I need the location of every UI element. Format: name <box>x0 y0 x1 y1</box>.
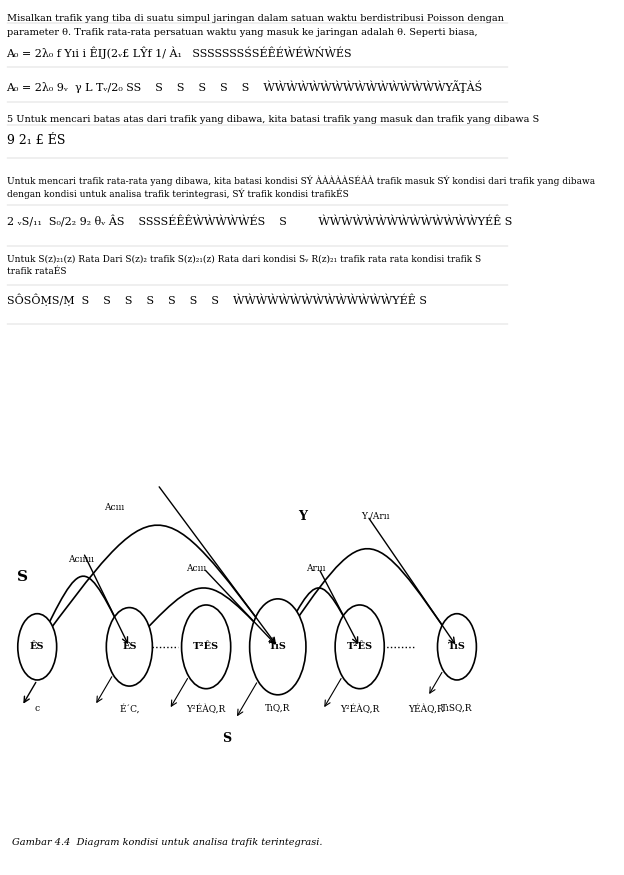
Text: Misalkan trafik yang tiba di suatu simpul jaringan dalam satuan waktu berdistrib: Misalkan trafik yang tiba di suatu simpu… <box>6 15 504 24</box>
Circle shape <box>182 605 231 689</box>
Text: S: S <box>222 732 231 745</box>
Text: parameter θ. Trafik rata-rata persatuan waktu yang masuk ke jaringan adalah θ. S: parameter θ. Trafik rata-rata persatuan … <box>6 27 477 37</box>
Circle shape <box>17 613 57 680</box>
Text: Gambar 4.4  Diagram kondisi untuk analisa trafik terintegrasi.: Gambar 4.4 Diagram kondisi untuk analisa… <box>12 838 322 848</box>
Text: 9 2₁ £ ÉS: 9 2₁ £ ÉS <box>6 134 65 147</box>
Text: T²ÊS: T²ÊS <box>346 642 373 651</box>
Text: YÉÀQ,R: YÉÀQ,R <box>409 704 444 713</box>
Text: SÔSÔṂS/Ṃ  S    S    S    S    S    S    S    ẀẀẀẀẀẀẀẀẀẀẀẀẀẀYÉÊ S: SÔSÔṂS/Ṃ S S S S S S S ẀẀẀẀẀẀẀẀẀẀẀẀẀẀYÉÊ… <box>6 294 427 306</box>
Text: Acııı: Acııı <box>104 502 124 512</box>
Text: TıQ,R: TıQ,R <box>265 704 291 712</box>
Text: T²ÊS: T²ÊS <box>193 642 219 651</box>
Text: 2 ᵥS/₁₁  S₀/2₂ 9₂ θᵥ ÂS    SSSSÉÊÊẀẀẀẀẀÉS    S         ẀẀẀẀẀẀẀẀẀẀẀẀẀẀYÉÊ S: 2 ᵥS/₁₁ S₀/2₂ 9₂ θᵥ ÂS SSSSÉÊÊẀẀẀẀẀÉS S … <box>6 215 512 228</box>
Text: TıS: TıS <box>269 642 287 651</box>
Text: A₀ = 2λ₀ 9ᵥ  γ L Tᵥ/2₀ SS    S    S    S    S    S    ẀẀẀẀẀẀẀẀẀẀẀẀẀẀẀẀYÃŢÀŚ: A₀ = 2λ₀ 9ᵥ γ L Tᵥ/2₀ SS S S S S S ẀẀẀẀẀ… <box>6 80 483 93</box>
Text: dengan kondisi untuk analisa trafik terintegrasi, SÝ trafik kondisi trafikÉS: dengan kondisi untuk analisa trafik teri… <box>6 189 348 200</box>
Text: S: S <box>17 570 27 584</box>
Circle shape <box>437 613 476 680</box>
Text: trafik rataÉS: trafik rataÉS <box>6 268 66 276</box>
Text: Untuk mencari trafik rata-rata yang dibawa, kita batasi kondisi SÝ ÀÀÀÀÀSÉÀÀ tra: Untuk mencari trafik rata-rata yang diba… <box>6 176 595 186</box>
Text: Acııı: Acııı <box>186 564 206 573</box>
Text: Arııı: Arııı <box>306 564 326 573</box>
Text: TıS: TıS <box>448 642 466 651</box>
Circle shape <box>106 607 152 686</box>
Text: ÊS: ÊS <box>30 642 44 651</box>
Text: Y²ÉÀQ,R: Y²ÉÀQ,R <box>187 704 226 713</box>
Text: 5 Untuk mencari batas atas dari trafik yang dibawa, kita batasi trafik yang masu: 5 Untuk mencari batas atas dari trafik y… <box>6 115 539 123</box>
Text: Untuk S(z)₂₁(z) Rata Dari S(z)₂ trafik S(z)₂₁(z) Rata dari kondisi Sᵥ R(z)₂₁ tra: Untuk S(z)₂₁(z) Rata Dari S(z)₂ trafik S… <box>6 255 480 263</box>
Text: Y /Arıı: Y /Arıı <box>361 511 389 521</box>
Text: É´C,: É´C, <box>119 704 140 713</box>
Text: TıSQ,R: TıSQ,R <box>441 704 473 712</box>
Text: ÊS: ÊS <box>122 642 137 651</box>
Text: A₀ = 2λ₀ f Yıi i ÊĲ(2ᵥ£ LŶf 1/ À₁   SSSSSSSŚSÉÊÉẀÉẀŃẀÉS: A₀ = 2λ₀ f Yıi i ÊĲ(2ᵥ£ LŶf 1/ À₁ SSSSSS… <box>6 46 352 60</box>
Text: c: c <box>35 704 40 712</box>
Circle shape <box>250 598 306 695</box>
Text: Y²ÉÀQ,R: Y²ÉÀQ,R <box>340 704 379 713</box>
Text: Acııııı: Acııııı <box>68 555 94 564</box>
Circle shape <box>335 605 384 689</box>
Text: Y: Y <box>298 509 307 522</box>
